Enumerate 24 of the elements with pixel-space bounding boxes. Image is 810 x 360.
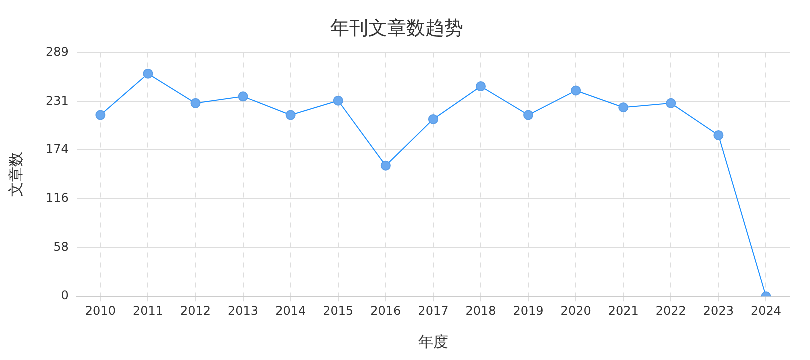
x-axis-title: 年度 (418, 332, 448, 351)
x-tick-label: 2018 (466, 304, 496, 318)
x-tick-label: 2017 (418, 304, 449, 318)
x-tick-label: 2015 (323, 304, 354, 318)
x-tick-label: 2020 (560, 304, 592, 318)
x-tick-label: 2016 (370, 304, 402, 318)
x-tick-label: 2014 (276, 304, 306, 318)
x-tick-label: 2013 (228, 304, 259, 318)
chart-title: 年刊文章数趋势 (330, 17, 464, 40)
x-tick-label: 2023 (703, 304, 734, 318)
y-tick-label: 0 (61, 288, 69, 303)
y-tick-label: 231 (46, 94, 69, 108)
y-tick-label: 58 (54, 240, 69, 254)
x-tick-label: 2022 (656, 304, 686, 318)
x-tick-label: 2011 (132, 304, 164, 318)
y-axis-title: 文章数 (6, 152, 25, 198)
y-tick-label: 289 (46, 44, 69, 59)
y-tick-label: 116 (46, 190, 69, 205)
y-tick-label: 174 (46, 142, 69, 156)
x-tick-label: 2019 (513, 304, 544, 318)
x-tick-label: 2024 (750, 304, 782, 318)
x-tick-label: 2010 (85, 304, 116, 318)
x-tick-label: 2021 (608, 304, 639, 318)
x-tick-label: 2012 (180, 304, 212, 318)
